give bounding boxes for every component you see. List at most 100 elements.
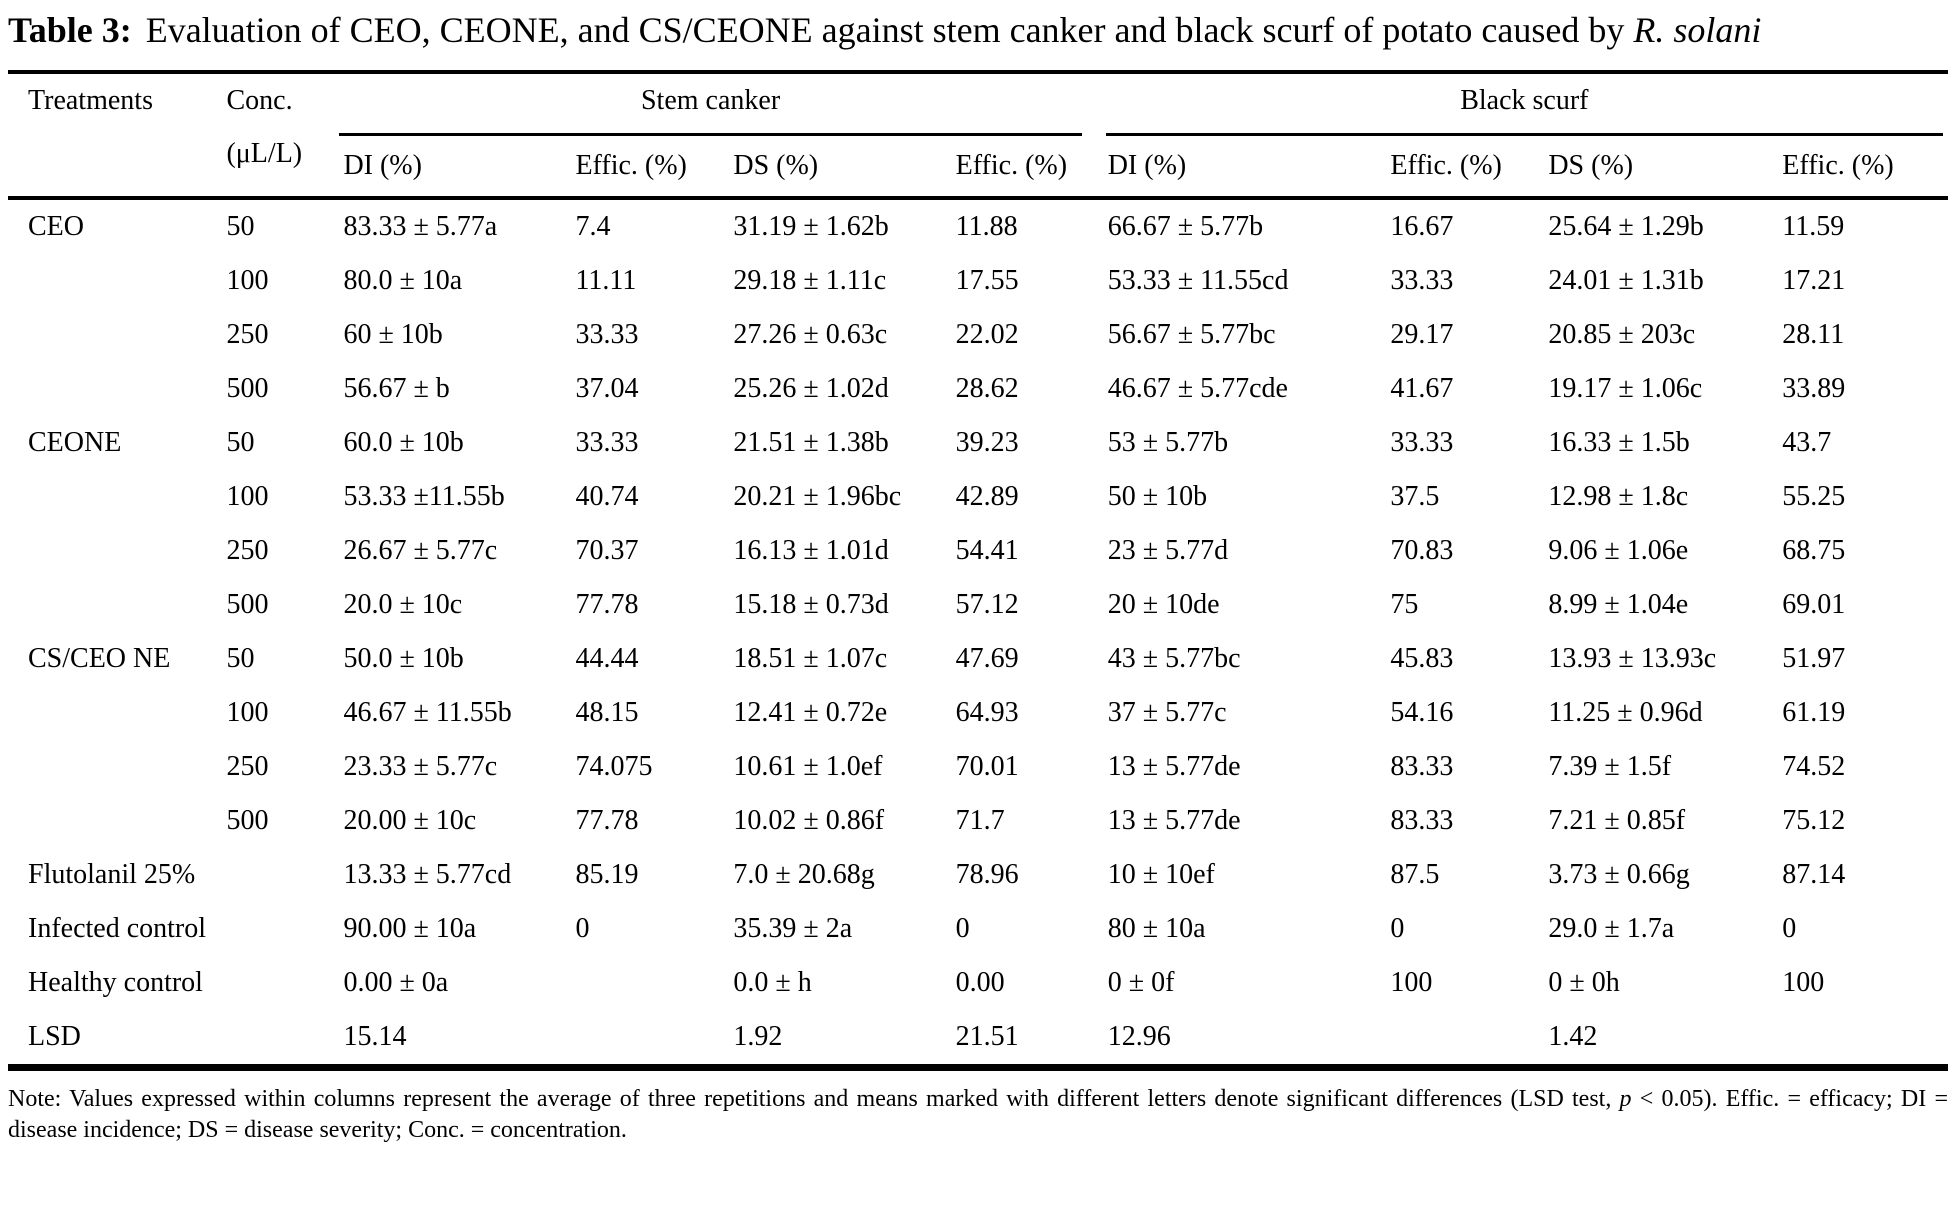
table-cell: 54.16 — [1390, 697, 1454, 728]
table-cell: 56.67 ± 5.77bc — [1107, 319, 1276, 350]
table-caption-species: R. solani — [1633, 10, 1762, 50]
table-cell: 51.97 — [1782, 643, 1846, 674]
table-cell: 250 — [226, 535, 269, 566]
table-cell: 31.19 ± 1.62b — [733, 211, 889, 242]
table-cell: Infected control — [28, 913, 207, 944]
evaluation-table: Treatments Conc. (μL/L) Stem canker Blac… — [8, 70, 1948, 1071]
table-cell: 100 — [1390, 967, 1433, 998]
table-cell: 16.67 — [1390, 211, 1454, 242]
table-cell: 37.5 — [1390, 481, 1440, 512]
table-cell: 0 ± 0h — [1548, 967, 1620, 998]
table-cell: 1.92 — [733, 1021, 783, 1052]
table-cell — [222, 956, 339, 1010]
table-cell: 25.64 ± 1.29b — [1548, 211, 1704, 242]
table-cell: 43 ± 5.77bc — [1107, 643, 1241, 674]
table-cell: 29.0 ± 1.7a — [1548, 913, 1675, 944]
table-cell: 1.42 — [1548, 1021, 1598, 1052]
table-cell: 0 — [955, 913, 970, 944]
table-cell — [8, 254, 222, 308]
table-cell: CEONE — [28, 427, 122, 458]
col-header-ds-black: DS (%) — [1544, 136, 1779, 200]
table-cell: 21.51 ± 1.38b — [733, 427, 889, 458]
table-cell: 9.06 ± 1.06e — [1548, 535, 1689, 566]
table-cell: 16.13 ± 1.01d — [733, 535, 889, 566]
table-cell: 24.01 ± 1.31b — [1548, 265, 1704, 296]
table-cell — [8, 794, 222, 848]
table-cell: 0.00 — [955, 967, 1005, 998]
col-header-di-black: DI (%) — [1103, 136, 1387, 200]
table-row: Flutolanil 25% 13.33 ± 5.77cd 85.19 7.0 ± 2… — [8, 848, 1948, 902]
table-cell: 100 — [1782, 967, 1825, 998]
table-cell: 28.11 — [1782, 319, 1845, 350]
table-cell: 43.7 — [1782, 427, 1832, 458]
group-header-stem-canker: Stem canker — [339, 72, 1103, 136]
col-header-di-stem: DI (%) — [339, 136, 572, 200]
table-row: Infected control 90.00 ± 10a 0 35.39 ± 2a 0 8… — [8, 902, 1948, 956]
table-cell: 80.0 ± 10a — [343, 265, 463, 296]
table-cell: 50.0 ± 10b — [343, 643, 464, 674]
table-cell: 53.33 ± 11.55cd — [1107, 265, 1289, 296]
table-cell: Healthy control — [28, 967, 203, 998]
table-row: CS/CEO NE 50 50.0 ± 10b 44.44 18.51 ± 1.07c 4… — [8, 632, 1948, 686]
group-header-black-scurf: Black scurf — [1104, 72, 1948, 136]
paper-page: Table 3: Evaluation of CEO, CEONE, and CS… — [8, 10, 1948, 1146]
table-cell: 33.89 — [1782, 373, 1846, 404]
col-header-treatments: Treatments — [8, 72, 223, 200]
table-cell: 500 — [226, 805, 269, 836]
table-row: 250 26.67 ± 5.77c 70.37 16.13 ± 1.01d 54.41 2… — [8, 524, 1948, 578]
table-cell: 37 ± 5.77c — [1107, 697, 1227, 728]
table-cell: 87.14 — [1782, 859, 1846, 890]
table-cell: 100 — [226, 481, 269, 512]
table-cell: 21.51 — [955, 1021, 1019, 1052]
table-cell — [571, 956, 729, 1010]
table-cell — [1386, 1010, 1544, 1068]
table-cell: 66.67 ± 5.77b — [1107, 211, 1264, 242]
table-cell: Flutolanil 25% — [28, 859, 196, 890]
table-cell: 13.93 ± 13.93c — [1548, 643, 1717, 674]
table-cell: 50 — [226, 427, 255, 458]
table-cell: 13.33 ± 5.77cd — [343, 859, 512, 890]
table-cell: 56.67 ± b — [343, 373, 450, 404]
table-cell — [8, 524, 222, 578]
table-cell: 74.52 — [1782, 751, 1846, 782]
table-cell: 23.33 ± 5.77c — [343, 751, 498, 782]
table-cell: 53 ± 5.77b — [1107, 427, 1229, 458]
table-cell: 0 — [1782, 913, 1797, 944]
table-cell: 42.89 — [955, 481, 1019, 512]
col-header-conc: Conc. (μL/L) — [222, 72, 340, 200]
table-row: 250 23.33 ± 5.77c 74.075 10.61 ± 1.0ef 70.01… — [8, 740, 1948, 794]
table-cell: 46.67 ± 5.77cde — [1107, 373, 1288, 404]
table-cell: 57.12 — [955, 589, 1019, 620]
footnote-text-1: Note: Values expressed within columns re… — [8, 1086, 1620, 1112]
table-cell: 15.18 ± 0.73d — [733, 589, 889, 620]
table-cell: 13 ± 5.77de — [1107, 751, 1241, 782]
table-cell: 13 ± 5.77de — [1107, 805, 1241, 836]
table-cell: 20 ± 10de — [1107, 589, 1220, 620]
table-cell: 19.17 ± 1.06c — [1548, 373, 1703, 404]
table-cell: 70.01 — [955, 751, 1019, 782]
table-cell: 100 — [226, 265, 269, 296]
table-footnote: Note: Values expressed within columns re… — [8, 1084, 1948, 1146]
table-cell: 29.17 — [1390, 319, 1454, 350]
table-cell: 85.19 — [575, 859, 639, 890]
table-cell: 100 — [226, 697, 269, 728]
header-row-sub: DI (%) Effic. (%) DS (%) Effic. (%) DI (… — [8, 136, 1948, 200]
table-cell: 25.26 ± 1.02d — [733, 373, 889, 404]
header-row-groups: Treatments Conc. (μL/L) Stem canker Blac… — [8, 72, 1948, 200]
table-cell: 55.25 — [1782, 481, 1846, 512]
table-cell: 70.83 — [1390, 535, 1454, 566]
table-cell: 70.37 — [575, 535, 639, 566]
table-cell: 50 — [226, 211, 255, 242]
table-cell: 45.83 — [1390, 643, 1454, 674]
table-cell: 60 ± 10b — [343, 319, 443, 350]
col-header-conc-unit-line1: Conc. — [226, 85, 293, 116]
table-cell: 69.01 — [1782, 589, 1846, 620]
table-cell: 77.78 — [575, 589, 639, 620]
table-cell: 33.33 — [575, 427, 639, 458]
table-cell: 47.69 — [955, 643, 1019, 674]
table-row: Healthy control 0.00 ± 0a 0.0 ± h 0.00 0 ± 0… — [8, 956, 1948, 1010]
table-cell: 500 — [226, 373, 269, 404]
table-cell: 250 — [226, 319, 269, 350]
table-caption-label: Table 3: — [8, 10, 132, 50]
table-cell: 8.99 ± 1.04e — [1548, 589, 1689, 620]
